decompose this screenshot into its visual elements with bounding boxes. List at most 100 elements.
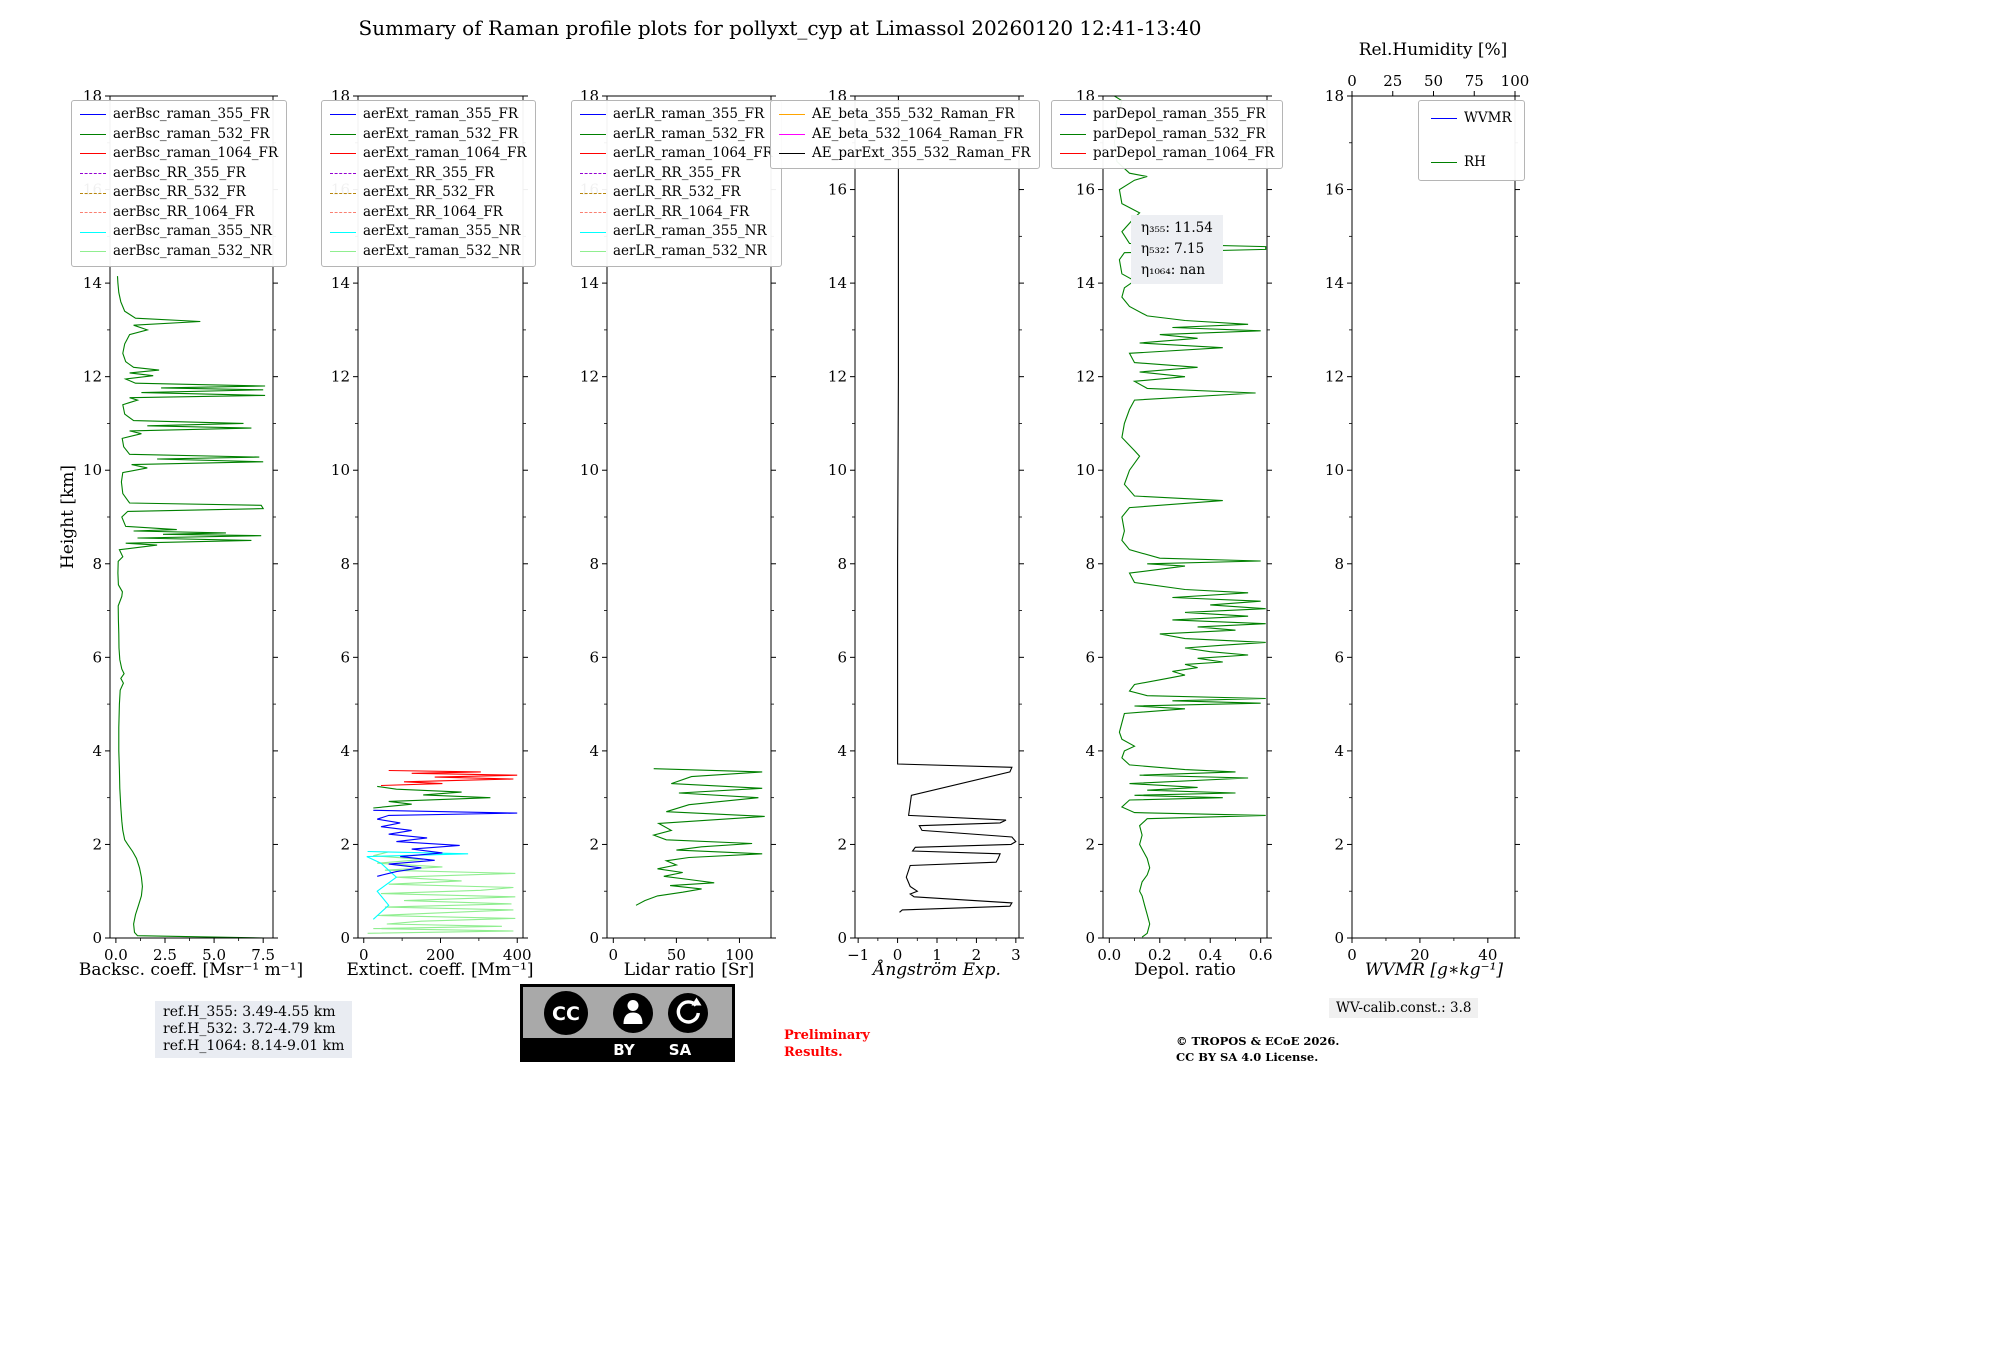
svg-text:0.0: 0.0 [104,946,128,964]
legend-label: aerBsc_RR_532_FR [113,184,246,201]
svg-text:10: 10 [83,461,102,479]
svg-text:2: 2 [92,835,102,853]
depol-eta-annotation: η₃₅₅: 11.54 η₅₃₂: 7.15 η₁₀₆₄: nan [1131,215,1223,284]
legend-line-sample [80,133,106,135]
svg-text:8: 8 [1085,555,1095,573]
legend-line-sample [1060,114,1086,116]
svg-text:0: 0 [609,946,619,964]
legend-entry: aerExt_raman_355_NR [330,222,527,242]
svg-text:0: 0 [1347,946,1357,964]
svg-text:75: 75 [1465,72,1484,90]
svg-text:4: 4 [589,742,599,760]
svg-text:8: 8 [340,555,350,573]
svg-text:18: 18 [1325,87,1344,105]
legend-line-sample [1431,118,1457,120]
x-axis-label-angstrom: Ångström Exp. [873,960,1001,980]
badge-sa-text: SA [669,1041,692,1059]
legend-label: aerExt_raman_355_NR [363,223,521,240]
series-aerLR_raman_532_FR [635,768,765,906]
legend-line-sample [330,231,356,233]
legend-entry: aerBsc_RR_355_FR [80,164,278,184]
legend-entry: AE_beta_532_1064_Raman_FR [779,125,1031,145]
legend-line-sample [80,172,106,174]
svg-text:2: 2 [589,835,599,853]
svg-text:3: 3 [1011,946,1021,964]
svg-text:2: 2 [1085,835,1095,853]
copyright-line-2: CC BY SA 4.0 License. [1176,1049,1319,1064]
legend-line-sample [580,153,606,155]
svg-text:10: 10 [331,461,350,479]
svg-text:16: 16 [1076,181,1095,199]
legend-label: aerExt_RR_532_FR [363,184,495,201]
legend-entry: aerExt_raman_532_FR [330,125,527,145]
series-parDepol_raman_532_FR [1113,96,1267,938]
ref-height-532: ref.H_532: 3.72-4.79 km [163,1021,336,1038]
panel-lidar-ratio: 024681012141618050100 [580,87,776,964]
legend-entry: aerLR_raman_355_FR [580,105,773,125]
cc-logo-icon [544,991,588,1035]
svg-text:0: 0 [1334,929,1344,947]
y-axis-label: Height [km] [58,464,78,570]
share-alike-arrow-icon [668,993,708,1033]
svg-text:8: 8 [1334,555,1344,573]
legend-entry: aerLR_raman_355_NR [580,222,773,242]
legend-entry: AE_beta_355_532_Raman_FR [779,105,1031,125]
cc-logo-text: CC [552,1003,580,1025]
series-aerExt_raman_532_NR [367,851,516,934]
legend-label: aerLR_raman_1064_FR [613,145,773,162]
legend-entry: aerBsc_raman_532_NR [80,242,278,262]
legend-entry: parDepol_raman_1064_FR [1060,144,1274,164]
legend-label: aerLR_RR_532_FR [613,184,741,201]
legend-line-sample [80,251,106,253]
legend-line-sample [330,172,356,174]
svg-text:50: 50 [1424,72,1443,90]
legend-line-sample [580,114,606,116]
preliminary-line-2: Results. [784,1044,843,1060]
legend-line-sample [779,153,805,155]
legend-line-sample [580,172,606,174]
svg-text:12: 12 [1076,368,1095,386]
legend-line-sample [580,192,606,194]
svg-text:6: 6 [92,648,102,666]
legend-line-sample [1431,161,1457,163]
eta-1064-value: η₁₀₆₄: nan [1141,261,1206,278]
panel-extinction: 0246810121416180200400 [331,87,532,964]
legend-depol: parDepol_raman_355_FR parDepol_raman_532_… [1051,100,1284,169]
legend-label: aerBsc_raman_532_FR [113,125,270,142]
legend-label: aerExt_RR_1064_FR [363,203,503,220]
legend-line-sample [80,231,106,233]
legend-line-sample [330,251,356,253]
svg-text:0.0: 0.0 [1097,946,1121,964]
legend-label: aerExt_raman_532_NR [363,242,521,259]
legend-label: aerLR_raman_532_FR [613,125,765,142]
legend-label: AE_beta_355_532_Raman_FR [812,106,1015,122]
svg-text:0.4: 0.4 [1198,946,1222,964]
wv-calibration-constant: WV-calib.const.: 3.8 [1329,998,1479,1018]
svg-text:0: 0 [92,929,102,947]
legend-line-sample [580,212,606,214]
legend-entry: aerExt_RR_1064_FR [330,203,527,223]
svg-text:0.6: 0.6 [1249,946,1273,964]
svg-text:5.0: 5.0 [202,946,226,964]
svg-text:4: 4 [837,742,847,760]
ref-height-1064: ref.H_1064: 8.14-9.01 km [163,1038,345,1055]
legend-entry: parDepol_raman_532_FR [1060,125,1274,145]
x-axis-label-depol: Depol. ratio [1134,960,1236,980]
svg-text:16: 16 [828,181,847,199]
legend-entry: aerExt_RR_355_FR [330,164,527,184]
svg-text:4: 4 [1085,742,1095,760]
legend-line-sample [580,251,606,253]
legend-label: RH [1464,153,1486,170]
svg-text:10: 10 [580,461,599,479]
legend-entry: aerBsc_raman_355_NR [80,222,278,242]
svg-text:40: 40 [1478,946,1497,964]
x-axis-label-backscatter: Backsc. coeff. [Msr⁻¹ m⁻¹] [78,960,304,980]
svg-text:7.5: 7.5 [251,946,275,964]
legend-label: parDepol_raman_355_FR [1093,106,1266,122]
legend-line-sample [330,192,356,194]
legend-entry: aerBsc_raman_355_FR [80,105,278,125]
legend-label: aerBsc_raman_355_NR [113,223,272,240]
svg-text:100: 100 [725,946,754,964]
